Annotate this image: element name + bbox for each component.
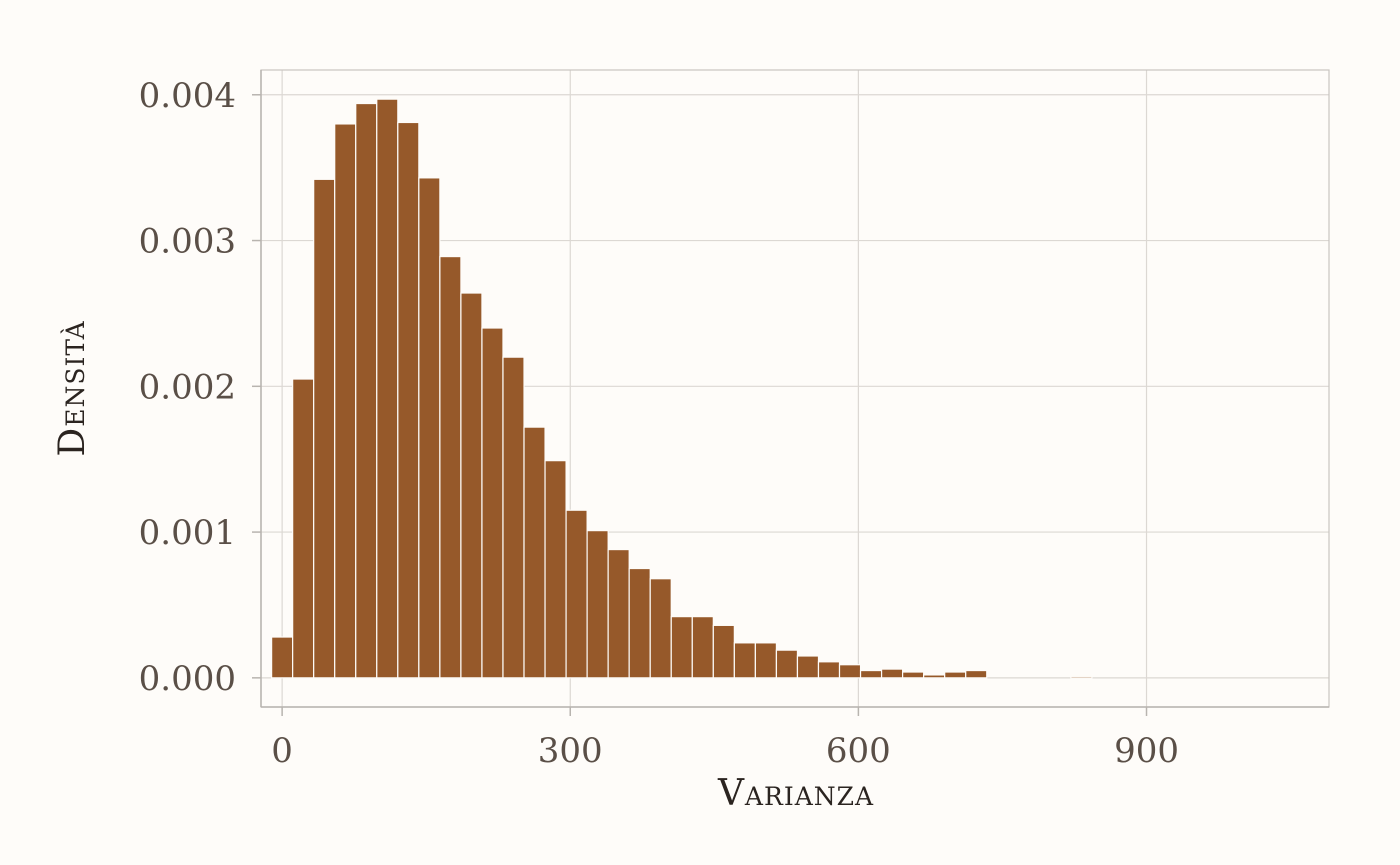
histogram-bar <box>796 655 820 679</box>
y-tick-label: 0.000 <box>139 659 236 699</box>
histogram-bar <box>607 548 630 679</box>
histogram-bar <box>859 669 883 679</box>
histogram-bar <box>902 671 925 679</box>
x-tick-label: 900 <box>1114 731 1179 771</box>
histogram-bar <box>923 674 946 679</box>
histogram-bar <box>439 255 462 679</box>
y-tick-label: 0.001 <box>139 513 236 553</box>
histogram-bar <box>880 668 904 679</box>
histogram-bar <box>376 98 399 679</box>
x-tick-label: 300 <box>538 731 603 771</box>
histogram-bar <box>544 460 567 679</box>
histogram-bar <box>313 178 336 679</box>
histogram-bars <box>271 98 1093 679</box>
axis-lines <box>260 70 1329 708</box>
histogram-bar <box>817 661 841 679</box>
histogram-bar <box>418 177 441 679</box>
x-tick-label: 0 <box>271 731 293 771</box>
histogram-bar <box>1070 675 1093 679</box>
x-axis-title: Varianza <box>717 773 874 814</box>
x-tick-label: 600 <box>826 731 891 771</box>
histogram-bar <box>460 292 483 679</box>
histogram-bar <box>754 642 778 679</box>
histogram-bar <box>944 671 967 679</box>
histogram-bar <box>628 567 651 679</box>
histogram-bar <box>965 669 988 679</box>
histogram-bar <box>712 624 735 679</box>
histogram-bar <box>838 664 862 679</box>
histogram-bar <box>271 636 294 679</box>
histogram-bar <box>292 378 315 679</box>
histogram-bar <box>523 426 546 679</box>
y-axis-ticks: 0.000 0.001 0.002 0.003 0.004 <box>139 76 261 699</box>
histogram-bar <box>670 616 693 679</box>
histogram-bar <box>649 578 672 679</box>
y-tick-label: 0.004 <box>139 76 236 116</box>
y-tick-label: 0.003 <box>139 222 236 262</box>
histogram-bar <box>586 530 609 679</box>
y-tick-label: 0.002 <box>139 367 236 407</box>
histogram-bar <box>565 509 588 679</box>
histogram-bar <box>355 102 378 679</box>
histogram-bar <box>733 642 756 679</box>
histogram-bar <box>502 356 525 679</box>
y-axis-title: Densità <box>52 320 93 456</box>
x-axis-ticks: 0 300 600 900 <box>271 707 1179 771</box>
histogram-bar <box>397 121 420 679</box>
histogram-bar <box>481 327 504 679</box>
histogram-bar <box>334 123 357 679</box>
histogram-bar <box>775 649 799 679</box>
histogram-bar <box>691 616 714 679</box>
